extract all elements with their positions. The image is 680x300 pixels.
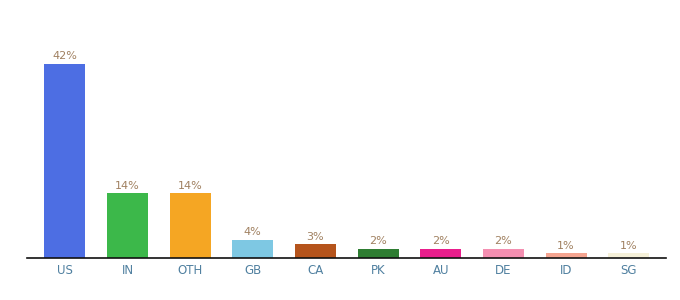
Bar bbox=[295, 244, 336, 258]
Text: 1%: 1% bbox=[558, 241, 575, 251]
Text: 2%: 2% bbox=[494, 236, 512, 246]
Bar bbox=[609, 254, 649, 258]
Bar bbox=[170, 193, 211, 258]
Bar bbox=[420, 249, 461, 258]
Text: 4%: 4% bbox=[244, 227, 262, 237]
Text: 2%: 2% bbox=[432, 236, 449, 246]
Bar bbox=[483, 249, 524, 258]
Text: 1%: 1% bbox=[620, 241, 638, 251]
Bar bbox=[44, 64, 85, 258]
Text: 2%: 2% bbox=[369, 236, 387, 246]
Text: 14%: 14% bbox=[177, 181, 203, 191]
Bar bbox=[546, 254, 586, 258]
Bar bbox=[233, 239, 273, 258]
Text: 42%: 42% bbox=[52, 51, 78, 62]
Bar bbox=[107, 193, 148, 258]
Bar bbox=[358, 249, 398, 258]
Text: 3%: 3% bbox=[307, 232, 324, 242]
Text: 14%: 14% bbox=[115, 181, 140, 191]
